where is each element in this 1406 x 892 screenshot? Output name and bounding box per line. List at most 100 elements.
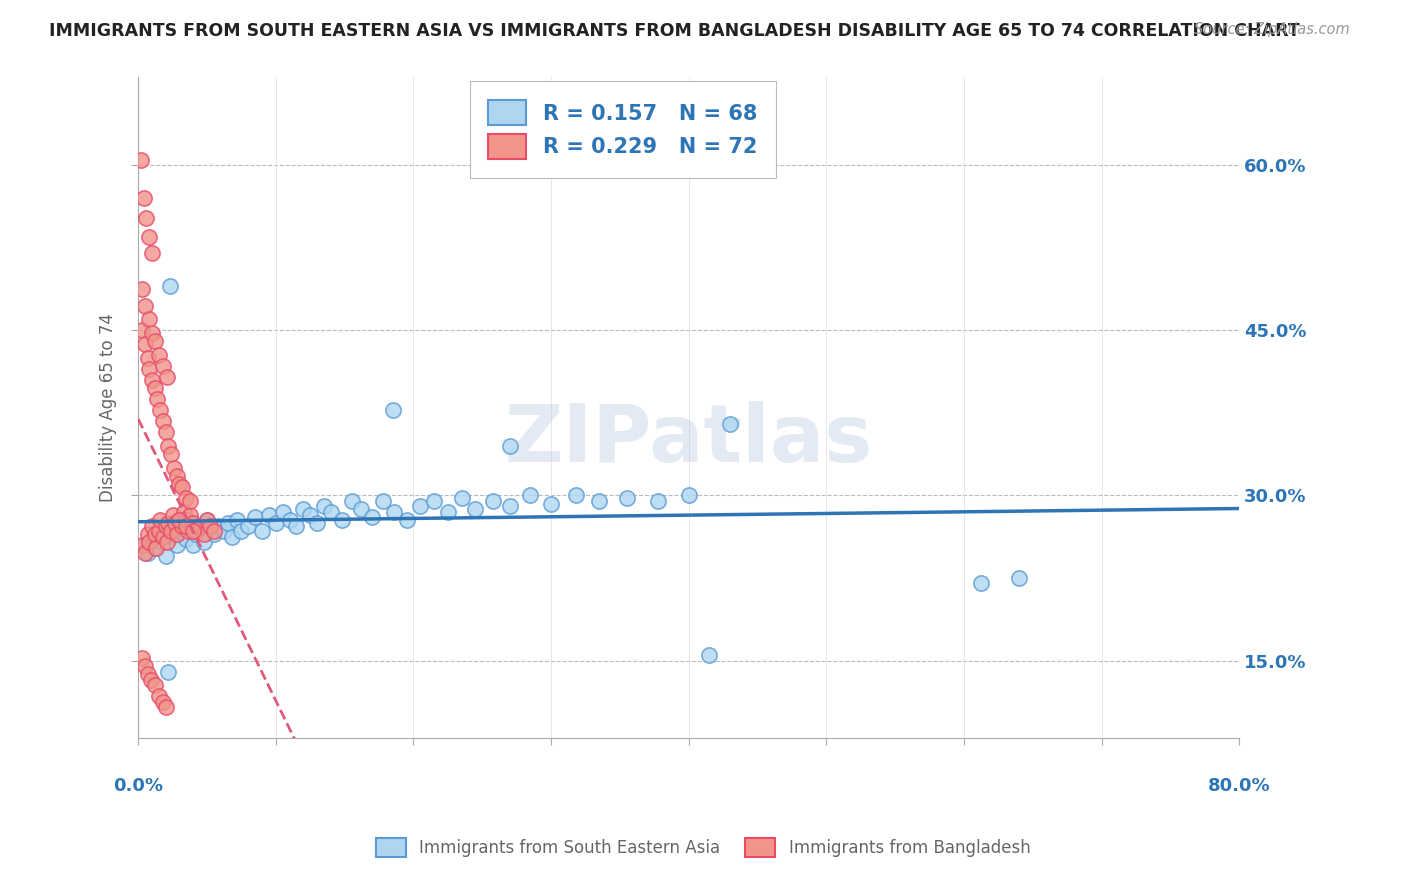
Point	[157, 665, 180, 679]
Point	[231, 524, 253, 538]
Point	[264, 516, 287, 530]
Point	[176, 519, 198, 533]
Point	[152, 414, 174, 428]
Point	[148, 527, 170, 541]
Point	[146, 392, 169, 406]
Point	[330, 513, 353, 527]
Point	[138, 230, 160, 244]
Point	[195, 513, 218, 527]
Point	[437, 505, 460, 519]
Point	[169, 477, 191, 491]
Point	[159, 279, 181, 293]
Point	[169, 524, 191, 538]
Point	[271, 505, 294, 519]
Point	[373, 494, 395, 508]
Point	[155, 699, 177, 714]
Point	[143, 527, 166, 541]
Point	[423, 494, 446, 508]
Point	[195, 513, 218, 527]
Point	[160, 447, 183, 461]
Point	[184, 524, 207, 538]
Point	[188, 519, 211, 533]
Point	[969, 576, 991, 591]
Point	[172, 519, 194, 533]
Point	[155, 549, 177, 563]
Point	[149, 402, 172, 417]
Point	[179, 521, 201, 535]
Point	[409, 500, 432, 514]
Text: ZIPatlas: ZIPatlas	[505, 401, 873, 480]
Point	[226, 513, 249, 527]
Point	[169, 513, 191, 527]
Point	[169, 513, 191, 527]
Point	[188, 519, 211, 533]
Point	[198, 519, 221, 533]
Point	[202, 527, 225, 541]
Point	[166, 538, 188, 552]
Point	[176, 533, 198, 547]
Point	[155, 425, 177, 439]
Point	[381, 402, 404, 417]
Point	[134, 336, 156, 351]
Point	[181, 538, 204, 552]
Point	[138, 312, 160, 326]
Point	[243, 510, 266, 524]
Point	[482, 494, 505, 508]
Legend: R = 0.157   N = 68, R = 0.229   N = 72: R = 0.157 N = 68, R = 0.229 N = 72	[470, 81, 776, 178]
Point	[450, 491, 472, 505]
Point	[179, 508, 201, 523]
Point	[141, 373, 163, 387]
Point	[136, 527, 159, 541]
Point	[350, 501, 373, 516]
Point	[152, 530, 174, 544]
Point	[616, 491, 638, 505]
Point	[148, 689, 170, 703]
Point	[312, 500, 335, 514]
Point	[382, 505, 405, 519]
Point	[172, 480, 194, 494]
Point	[136, 351, 159, 365]
Point	[139, 673, 162, 688]
Point	[162, 529, 184, 543]
Point	[499, 439, 522, 453]
Point	[143, 541, 166, 556]
Text: 0.0%: 0.0%	[114, 777, 163, 795]
Point	[193, 527, 215, 541]
Point	[718, 417, 741, 431]
Point	[361, 510, 384, 524]
Point	[131, 651, 153, 665]
Text: 80.0%: 80.0%	[1208, 777, 1271, 795]
Point	[176, 491, 198, 505]
Point	[143, 334, 166, 349]
Point	[134, 659, 156, 673]
Point	[193, 534, 215, 549]
Point	[238, 519, 260, 533]
Point	[307, 516, 329, 530]
Point	[134, 299, 156, 313]
Point	[148, 348, 170, 362]
Point	[157, 521, 180, 535]
Y-axis label: Disability Age 65 to 74: Disability Age 65 to 74	[100, 313, 117, 502]
Point	[181, 516, 204, 530]
Point	[129, 153, 152, 167]
Point	[143, 678, 166, 692]
Point	[138, 362, 160, 376]
Point	[136, 546, 159, 560]
Point	[285, 519, 308, 533]
Point	[135, 211, 157, 226]
Point	[141, 246, 163, 260]
Point	[152, 695, 174, 709]
Point	[141, 326, 163, 340]
Point	[132, 191, 155, 205]
Point	[152, 359, 174, 373]
Point	[131, 323, 153, 337]
Point	[278, 513, 301, 527]
Point	[166, 527, 188, 541]
Point	[588, 494, 610, 508]
Point	[141, 519, 163, 533]
Point	[163, 461, 186, 475]
Point	[148, 524, 170, 538]
Point	[217, 516, 239, 530]
Point	[138, 534, 160, 549]
Point	[184, 527, 207, 541]
